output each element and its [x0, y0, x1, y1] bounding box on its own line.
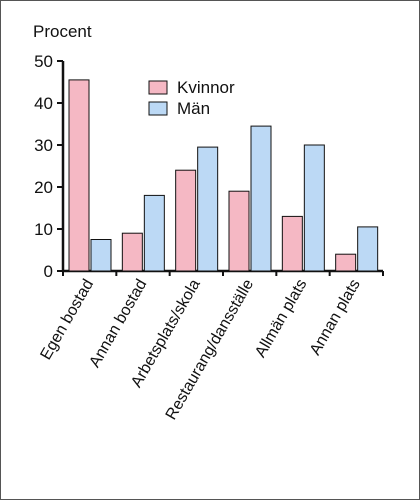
legend: Kvinnor Män [148, 78, 235, 118]
y-tick-label: 40 [34, 94, 53, 113]
legend-label: Kvinnor [177, 78, 235, 97]
y-tick-label: 30 [34, 136, 53, 155]
axes: 0 10 20 30 40 50 [34, 52, 384, 281]
x-tick-label: Allmän plats [252, 277, 310, 361]
y-tick-label: 50 [34, 52, 53, 71]
bar-man [303, 144, 325, 272]
bar-man [90, 239, 112, 272]
x-tick-label: Annan bostad [86, 277, 150, 371]
y-tick-label: 10 [34, 220, 53, 239]
x-tick-label: Egen bostad [37, 277, 97, 363]
bar-kvinnor [281, 215, 303, 272]
bar-kvinnor [121, 232, 143, 272]
bar-kvinnor [175, 169, 197, 272]
bar-man [143, 194, 165, 272]
legend-swatch [148, 101, 168, 116]
x-tick-label: Annan plats [307, 277, 364, 359]
bar-man [357, 226, 379, 272]
y-tick-label: 0 [44, 262, 53, 281]
y-tick-label: 20 [34, 178, 53, 197]
bar-kvinnor [68, 79, 90, 272]
bar-kvinnor [228, 190, 250, 272]
bars [68, 79, 379, 272]
bar-man [197, 146, 219, 272]
bar-kvinnor [335, 253, 357, 272]
y-axis-label: Procent [33, 22, 92, 41]
bar-man [250, 125, 272, 272]
legend-swatch [148, 80, 168, 95]
legend-label: Män [177, 99, 210, 118]
